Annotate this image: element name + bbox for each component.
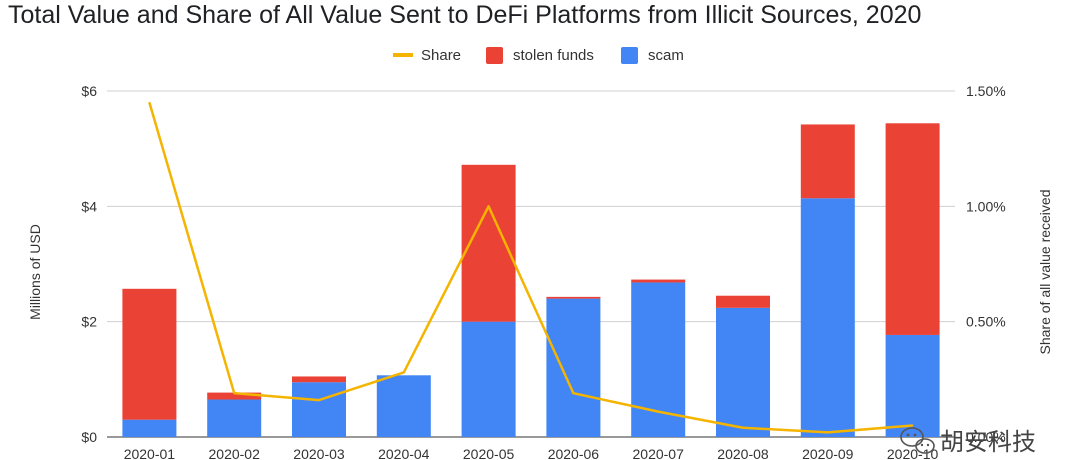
x-tick-label: 2020-03 <box>293 446 345 460</box>
share-point <box>572 392 575 394</box>
x-axis-ticks: 2020-01 2020-02 2020-03 2020-04 2020-05 2020-… <box>124 446 939 460</box>
share-point <box>233 392 235 394</box>
watermark-text: 胡安科技 <box>940 429 1036 456</box>
bar-stolen-funds <box>631 279 686 283</box>
bar-scam <box>122 419 177 437</box>
legend: Share stolen funds scam <box>393 47 684 64</box>
legend-label: Share <box>421 47 461 64</box>
bar-stolen-funds <box>207 392 262 400</box>
bar-scam <box>716 307 770 437</box>
bar-scam <box>800 198 855 437</box>
legend-item: scam <box>621 47 684 64</box>
share-point <box>911 424 914 427</box>
chart-title: Total Value and Share of All Value Sent … <box>8 1 921 29</box>
bar-stolen-funds <box>292 376 346 383</box>
y2-tick-label: 1.50% <box>966 83 1006 99</box>
legend-swatch <box>486 47 503 64</box>
x-tick-label: 2020-02 <box>209 446 261 460</box>
legend-item: Share <box>393 47 461 64</box>
share-point <box>487 205 490 208</box>
share-line <box>148 102 913 434</box>
share-point <box>827 431 829 434</box>
legend-swatch <box>621 47 638 64</box>
x-tick-label: 2020-09 <box>802 446 854 460</box>
share-point <box>318 399 320 401</box>
share-point <box>148 101 151 104</box>
bar-stolen-funds <box>885 123 940 335</box>
y-tick-label: $2 <box>81 314 97 330</box>
x-tick-label: 2020-06 <box>548 446 600 460</box>
wechat-icon <box>900 427 935 454</box>
bar-scam <box>546 298 601 437</box>
bar-scam <box>376 375 431 437</box>
bar-stolen-funds <box>122 288 177 420</box>
bar-scam <box>292 382 346 437</box>
y-tick-label: $6 <box>81 83 97 99</box>
x-tick-label: 2020-05 <box>463 446 515 460</box>
bar-stolen-funds <box>800 124 855 199</box>
left-axis-ticks: $0 $2 $4 $6 <box>81 83 97 445</box>
bar-stolen-funds <box>716 295 770 308</box>
share-point <box>403 371 405 374</box>
x-tick-label: 2020-10 <box>887 446 939 460</box>
bars <box>122 123 940 437</box>
legend-item: stolen funds <box>486 47 594 64</box>
y2-tick-label: 0.00% <box>966 429 1006 445</box>
bar-stolen-funds <box>546 296 601 299</box>
share-line-series <box>148 101 914 434</box>
share-point <box>657 410 659 413</box>
y-tick-label: $4 <box>81 198 97 214</box>
y-tick-label: $0 <box>81 429 97 445</box>
x-tick-label: 2020-04 <box>378 446 430 460</box>
watermark: 胡安科技 <box>900 427 1036 456</box>
x-tick-label: 2020-07 <box>633 446 685 460</box>
legend-label: scam <box>648 47 684 64</box>
bar-scam <box>885 334 940 437</box>
bar-scam <box>461 321 516 437</box>
bar-scam <box>207 399 262 437</box>
legend-label: stolen funds <box>513 47 594 64</box>
right-axis-label: Share of all value received <box>1037 190 1053 355</box>
right-axis-ticks: 0.00% 0.50% 1.00% 1.50% <box>966 83 1006 445</box>
left-axis-label: Millions of USD <box>27 224 43 320</box>
y2-tick-label: 0.50% <box>966 314 1006 330</box>
share-point <box>742 426 744 429</box>
x-tick-label: 2020-08 <box>717 446 769 460</box>
y2-tick-label: 1.00% <box>966 198 1006 214</box>
x-tick-label: 2020-01 <box>124 446 176 460</box>
bar-scam <box>631 282 686 437</box>
